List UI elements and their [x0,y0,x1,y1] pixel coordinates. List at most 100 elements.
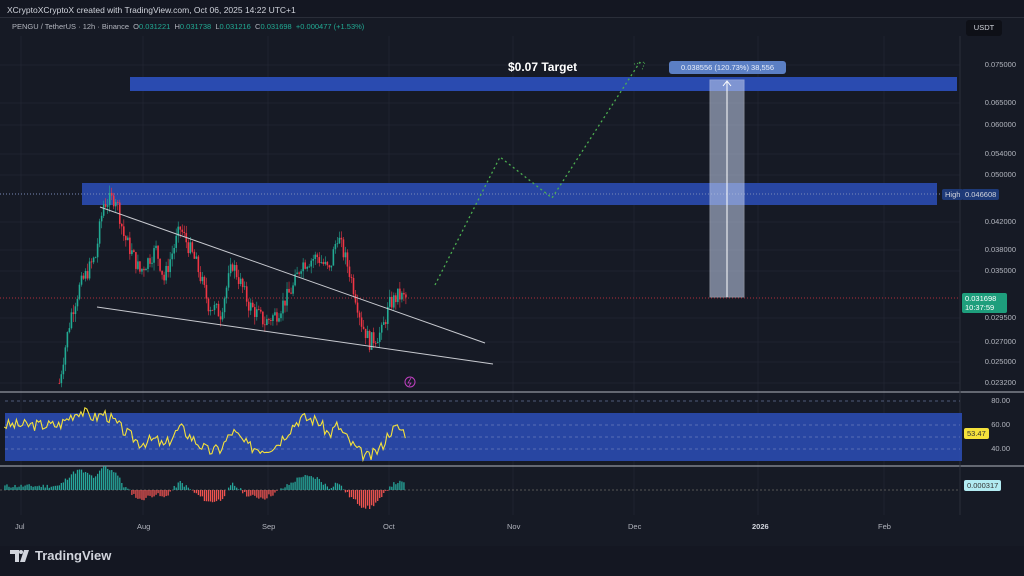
macd-histogram-bar [199,490,202,497]
candle-body [74,306,77,315]
price-axis-label: 0.029500 [984,313,1016,322]
candle-body [76,298,79,307]
macd-histogram-bar [354,490,357,500]
macd-histogram-bar [268,490,270,495]
candle-body [163,274,165,281]
macd-histogram-bar [403,482,405,490]
macd-histogram-bar [10,487,12,490]
macd-histogram-bar [296,477,298,490]
macd-histogram-bar [227,487,230,490]
macd-histogram-bar [68,477,71,490]
candle-body [270,320,272,321]
candle-body [395,295,397,303]
candle-body [213,304,216,311]
macd-histogram-bar [340,485,343,490]
macd-histogram-bar [383,490,385,493]
candle-body [262,311,264,325]
measure-arrowhead [722,80,732,87]
macd-histogram-bar [105,466,107,490]
tradingview-logo[interactable]: TradingView [10,548,111,563]
macd-histogram-bar [54,485,56,490]
candle-body [352,277,355,295]
macd-histogram-bar [76,469,79,490]
candle-body [112,195,115,207]
high-value: 0.031738 [179,22,212,31]
macd-histogram-bar [58,485,61,490]
macd-histogram-bar [103,466,105,490]
macd-histogram-bar [92,477,95,490]
macd-histogram-bar [336,483,339,490]
candle-body [207,298,210,312]
candle-body [358,312,361,318]
macd-histogram-bar [219,490,222,501]
candle-body [382,322,385,325]
candle-body [328,265,331,268]
macd-histogram-bar [360,490,363,508]
candle-body [143,268,145,271]
candle-body [251,302,254,308]
macd-histogram-bar [395,484,397,490]
macd-histogram-bar [40,486,42,490]
macd-histogram-bar [314,478,316,490]
macd-histogram-bar [127,488,129,490]
candle-body [64,347,67,365]
macd-histogram-bar [250,490,252,496]
candle-body [322,262,325,264]
macd-histogram-bar [139,490,141,499]
macd-histogram-bar [38,485,40,490]
candle-body [300,271,302,274]
candle-body [348,266,351,277]
target-annotation[interactable]: $0.07 Target [508,60,578,74]
candle-body [86,271,89,279]
macd-histogram-bar [177,482,179,490]
symbol-info[interactable]: PENGU / TetherUS · 12h · Binance [12,22,129,31]
macd-histogram-bar [364,490,367,509]
candle-body [229,264,232,274]
candle-body [129,237,131,255]
macd-histogram-bar [274,490,276,493]
candle-body [223,298,226,313]
price-axis-label: 0.035000 [984,266,1016,275]
candle-body [386,306,389,324]
brand-name: TradingView [35,548,112,563]
low-label: L [215,22,220,31]
flash-event-icon[interactable] [404,376,416,388]
candle-body [388,296,391,307]
candle-body [157,245,159,259]
candle-body [264,324,266,326]
candle-body [393,295,395,308]
macd-histogram-bar [320,482,322,490]
candle-body [338,237,341,244]
candle-body [82,275,85,279]
candle-body [292,285,294,294]
candle-body [247,301,250,311]
open-label: O [133,22,140,31]
macd-histogram-bar [141,490,143,500]
chart-credit: XCryptoXCryptoX created with TradingView… [7,5,296,15]
macd-histogram-bar [399,480,401,490]
candle-body [147,258,149,269]
candle-body [290,292,292,294]
candle-body [215,303,218,305]
currency-button[interactable]: USDT [966,20,1002,36]
macd-histogram-bar [4,485,6,490]
candle-body [177,226,180,236]
candle-body [106,205,109,207]
macd-histogram-bar [308,476,310,490]
macd-histogram-bar [362,490,365,508]
candle-body [137,261,139,269]
macd-histogram-bar [111,470,113,490]
candle-body [334,244,337,250]
macd-histogram-bar [252,490,254,495]
macd-histogram-bar [244,490,246,493]
macd-histogram-bar [181,483,183,490]
macd-histogram-bar [159,490,161,497]
last-price-tag: 0.031698 10:37:59 [962,293,1007,313]
macd-histogram-bar [286,484,288,490]
macd-histogram-bar [173,485,175,490]
candle-body [378,332,381,342]
macd-histogram-bar [50,486,52,490]
candle-body [342,239,345,258]
macd-histogram-bar [211,490,214,503]
